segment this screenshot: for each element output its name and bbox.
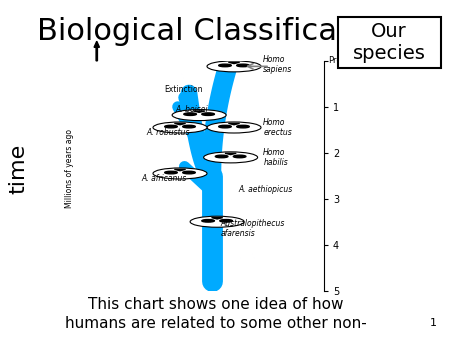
Text: Homo
erectus: Homo erectus	[263, 118, 292, 137]
Circle shape	[183, 125, 195, 128]
Text: Homo
sapiens: Homo sapiens	[263, 55, 292, 74]
Circle shape	[215, 155, 228, 158]
Text: Australopithecus
afarensis: Australopithecus afarensis	[220, 219, 285, 238]
Text: A. robustus: A. robustus	[146, 127, 190, 137]
Text: A. boisei: A. boisei	[176, 104, 208, 114]
Polygon shape	[175, 169, 185, 171]
Polygon shape	[228, 62, 239, 64]
Text: 1: 1	[429, 318, 436, 328]
Text: Biological Classification: Biological Classification	[37, 17, 395, 46]
Circle shape	[165, 171, 177, 174]
Circle shape	[237, 125, 249, 128]
Circle shape	[220, 219, 233, 222]
Polygon shape	[194, 111, 205, 112]
Circle shape	[202, 113, 215, 116]
Text: Our
species: Our species	[353, 22, 426, 63]
Circle shape	[237, 64, 249, 67]
Polygon shape	[175, 123, 185, 125]
Polygon shape	[228, 123, 239, 125]
Text: time: time	[8, 144, 28, 194]
Text: Present: Present	[328, 56, 360, 65]
Circle shape	[183, 171, 195, 174]
Text: Millions of years ago: Millions of years ago	[65, 129, 74, 209]
Text: Homo
habilis: Homo habilis	[263, 148, 288, 167]
Circle shape	[190, 216, 244, 227]
Polygon shape	[212, 218, 223, 219]
Circle shape	[153, 168, 207, 179]
Circle shape	[202, 219, 215, 222]
Text: A. aethiopicus: A. aethiopicus	[238, 185, 293, 194]
Text: This chart shows one idea of how: This chart shows one idea of how	[88, 297, 344, 312]
Circle shape	[219, 125, 231, 128]
Circle shape	[153, 122, 207, 133]
Circle shape	[203, 152, 257, 163]
Circle shape	[207, 61, 261, 72]
Circle shape	[184, 113, 196, 116]
Circle shape	[219, 64, 231, 67]
Text: Extinction: Extinction	[164, 85, 203, 94]
Circle shape	[233, 155, 246, 158]
Circle shape	[172, 110, 226, 121]
Text: A. africanus: A. africanus	[142, 173, 187, 183]
Text: humans are related to some other non-: humans are related to some other non-	[65, 316, 367, 331]
Circle shape	[207, 122, 261, 133]
Polygon shape	[225, 153, 236, 154]
Circle shape	[165, 125, 177, 128]
